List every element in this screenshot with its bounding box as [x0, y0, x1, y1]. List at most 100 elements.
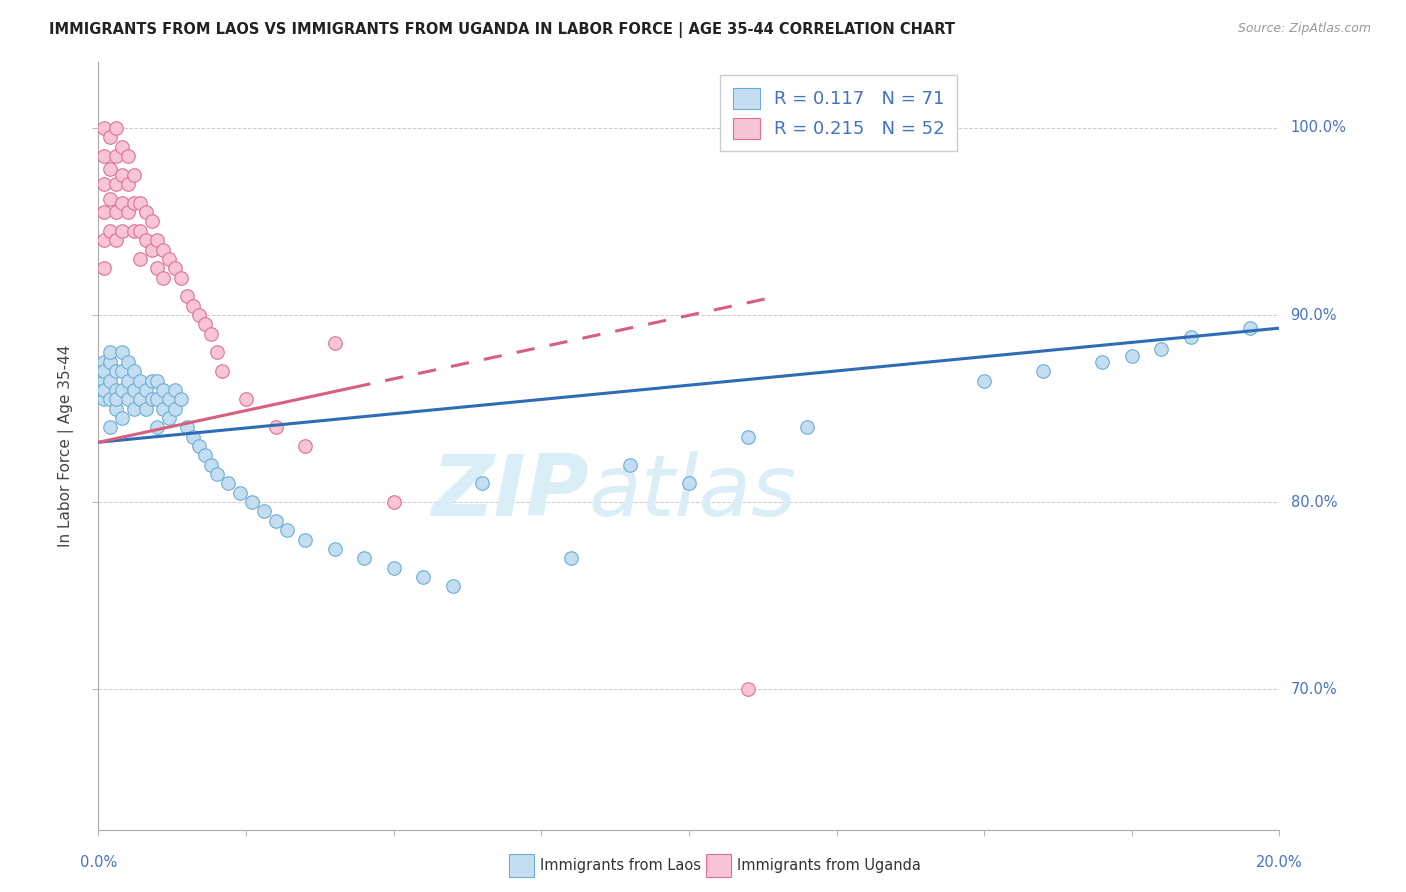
Point	[200, 458, 222, 472]
Point	[382, 495, 405, 509]
Point	[111, 345, 134, 359]
Point	[737, 430, 759, 444]
Point	[122, 168, 145, 182]
Point	[111, 139, 134, 153]
Point	[294, 439, 316, 453]
Point	[157, 252, 180, 266]
Point	[122, 364, 145, 378]
Point	[973, 374, 995, 388]
Point	[93, 392, 115, 407]
Point	[240, 495, 263, 509]
Point	[111, 195, 134, 210]
Point	[200, 326, 222, 341]
Point	[678, 476, 700, 491]
Point	[323, 541, 346, 556]
Text: 20.0%: 20.0%	[1256, 855, 1303, 870]
Text: 70.0%: 70.0%	[1291, 681, 1337, 697]
Point	[194, 318, 217, 332]
Point	[117, 374, 139, 388]
Point	[93, 205, 115, 219]
Legend: R = 0.117   N = 71, R = 0.215   N = 52: R = 0.117 N = 71, R = 0.215 N = 52	[720, 75, 957, 152]
Point	[181, 430, 204, 444]
Point	[135, 401, 157, 416]
Point	[111, 364, 134, 378]
Text: 100.0%: 100.0%	[1291, 120, 1347, 136]
Point	[122, 383, 145, 397]
Point	[105, 364, 128, 378]
Point	[176, 420, 198, 434]
Point	[211, 364, 233, 378]
Point	[146, 233, 169, 247]
Point	[105, 383, 128, 397]
Point	[152, 270, 174, 285]
Point	[157, 392, 180, 407]
Point	[117, 149, 139, 163]
Point	[181, 299, 204, 313]
Point	[98, 374, 121, 388]
Point	[264, 514, 287, 528]
Point	[176, 289, 198, 303]
Point	[194, 448, 217, 462]
Point	[128, 195, 150, 210]
Point	[382, 560, 405, 574]
Point	[560, 551, 582, 566]
Point	[170, 392, 193, 407]
Point	[98, 130, 121, 145]
Point	[105, 149, 128, 163]
Point	[135, 383, 157, 397]
Text: Immigrants from Laos: Immigrants from Laos	[540, 858, 702, 872]
Y-axis label: In Labor Force | Age 35-44: In Labor Force | Age 35-44	[58, 345, 75, 547]
Point	[152, 401, 174, 416]
Point	[93, 233, 115, 247]
Point	[229, 485, 252, 500]
Point	[146, 261, 169, 276]
Point	[152, 243, 174, 257]
Point	[117, 205, 139, 219]
Point	[1121, 349, 1143, 363]
Point	[441, 579, 464, 593]
Point	[152, 383, 174, 397]
Point	[117, 392, 139, 407]
Text: IMMIGRANTS FROM LAOS VS IMMIGRANTS FROM UGANDA IN LABOR FORCE | AGE 35-44 CORREL: IMMIGRANTS FROM LAOS VS IMMIGRANTS FROM …	[49, 22, 955, 38]
Point	[111, 168, 134, 182]
Point	[98, 420, 121, 434]
Point	[165, 261, 187, 276]
Point	[93, 383, 115, 397]
Text: 90.0%: 90.0%	[1291, 308, 1337, 323]
Point	[93, 355, 115, 369]
Point	[105, 233, 128, 247]
Point	[1150, 342, 1173, 356]
Point	[93, 261, 115, 276]
Point	[205, 467, 228, 481]
Point	[323, 336, 346, 351]
Point	[165, 401, 187, 416]
Point	[98, 355, 121, 369]
Point	[1032, 364, 1054, 378]
Point	[128, 374, 150, 388]
Point	[135, 205, 157, 219]
Point	[128, 224, 150, 238]
Text: 80.0%: 80.0%	[1291, 495, 1337, 509]
Text: atlas: atlas	[589, 450, 797, 533]
Point	[264, 420, 287, 434]
Point	[122, 401, 145, 416]
Point	[93, 149, 115, 163]
Point	[122, 195, 145, 210]
Point	[187, 439, 209, 453]
Point	[93, 364, 115, 378]
Point	[170, 270, 193, 285]
Point	[135, 233, 157, 247]
Point	[276, 523, 298, 537]
Point	[165, 383, 187, 397]
Point	[157, 411, 180, 425]
Text: ZIP: ZIP	[430, 450, 589, 533]
Point	[105, 392, 128, 407]
Point	[105, 205, 128, 219]
Point	[93, 177, 115, 191]
Point	[141, 243, 163, 257]
Point	[146, 392, 169, 407]
Point	[217, 476, 239, 491]
Point	[1091, 355, 1114, 369]
Point	[98, 224, 121, 238]
Text: Source: ZipAtlas.com: Source: ZipAtlas.com	[1237, 22, 1371, 36]
